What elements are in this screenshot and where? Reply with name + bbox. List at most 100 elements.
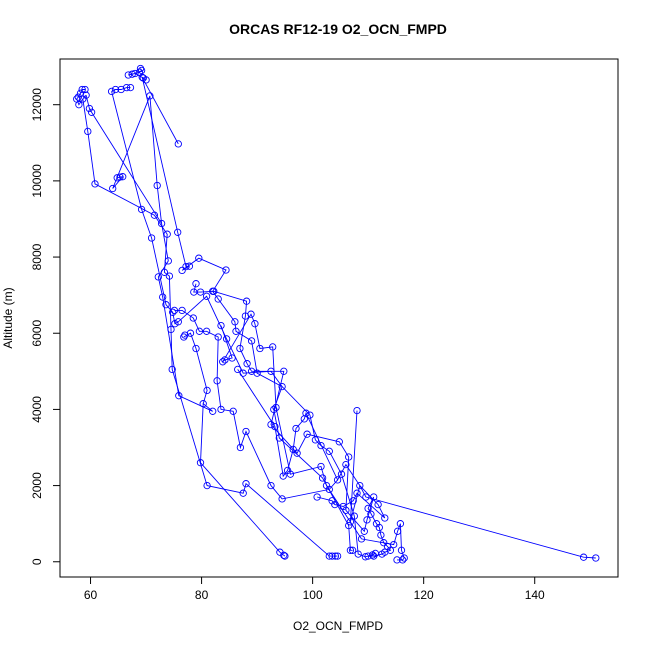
data-point <box>202 292 211 300</box>
data-point <box>339 502 347 511</box>
data-point <box>75 101 83 109</box>
data-point <box>375 523 383 532</box>
data-point <box>269 343 277 351</box>
data-point <box>367 510 375 518</box>
series-line <box>183 332 208 404</box>
data-point <box>362 493 370 501</box>
data-point <box>186 329 195 337</box>
data-point <box>222 335 231 343</box>
data-point <box>74 93 82 101</box>
data-point <box>169 308 177 316</box>
data-point <box>162 301 170 309</box>
x-tick-label: 140 <box>525 588 545 602</box>
data-point <box>381 514 389 522</box>
data-point <box>236 443 245 452</box>
series-line <box>85 95 286 557</box>
data-point <box>214 333 222 341</box>
data-point <box>267 420 275 429</box>
data-point <box>360 527 368 535</box>
y-axis: 0 2000 4000 6000 8000 10000 12000 <box>30 88 61 565</box>
x-axis-label: O2_OCN_FMPD <box>293 619 383 633</box>
data-point <box>292 424 300 433</box>
data-point <box>303 430 311 438</box>
data-point <box>119 173 127 181</box>
data-point <box>239 369 247 377</box>
data-point <box>111 85 120 94</box>
chart-title: ORCAS RF12-19 O2_OCN_FMPD <box>229 21 447 37</box>
data-point <box>364 552 372 560</box>
data-point <box>150 211 159 219</box>
y-tick-label: 8000 <box>30 243 44 270</box>
data-point <box>390 540 398 549</box>
data-point <box>349 497 357 505</box>
data-point <box>331 500 339 509</box>
data-point <box>251 320 259 328</box>
data-point <box>361 553 370 561</box>
data-point <box>142 76 150 84</box>
data-point <box>196 459 205 467</box>
data-point <box>350 512 358 520</box>
data-point <box>137 66 146 75</box>
data-point <box>247 310 255 318</box>
data-point <box>331 552 340 560</box>
data-point <box>317 462 325 471</box>
data-point <box>154 273 162 281</box>
data-point <box>328 497 336 505</box>
y-tick-label: 2000 <box>30 472 44 499</box>
x-tick-label: 80 <box>195 588 209 602</box>
data-point <box>243 360 251 368</box>
data-point <box>232 327 240 335</box>
data-point <box>377 531 385 539</box>
data-point <box>353 489 361 497</box>
data-point <box>311 436 320 444</box>
data-point <box>272 403 280 412</box>
data-point <box>209 287 217 295</box>
data-point <box>209 407 217 415</box>
data-point <box>231 318 239 326</box>
data-point <box>221 356 229 364</box>
data-point <box>239 489 247 497</box>
data-point <box>131 69 139 78</box>
data-point <box>164 257 172 265</box>
data-point <box>116 173 124 181</box>
data-point <box>202 327 211 335</box>
data-point <box>81 85 89 94</box>
data-point <box>234 365 242 374</box>
data-point <box>281 552 289 560</box>
data-point <box>253 369 261 377</box>
data-point <box>174 140 182 148</box>
y-tick-label: 4000 <box>30 396 44 423</box>
y-tick-label: 0 <box>30 558 44 565</box>
data-point <box>370 493 378 501</box>
data-point <box>178 266 186 275</box>
data-point <box>91 180 99 188</box>
data-point <box>335 438 343 446</box>
series-line <box>193 283 392 557</box>
data-point <box>126 83 135 92</box>
data-point <box>213 377 221 385</box>
series-line <box>82 98 338 557</box>
data-point <box>203 481 211 490</box>
data-point <box>396 520 405 528</box>
data-point <box>219 358 227 366</box>
data-point <box>289 445 297 454</box>
x-axis: 60 80 100 120 140 <box>84 576 545 602</box>
data-point <box>267 367 275 375</box>
x-tick-label: 120 <box>414 588 434 602</box>
series-line <box>349 410 596 559</box>
data-point <box>196 288 205 296</box>
x-tick-label: 60 <box>84 588 98 602</box>
series-line <box>174 309 338 500</box>
data-point <box>342 506 350 514</box>
data-point <box>337 470 346 478</box>
data-point <box>280 367 288 375</box>
data-point <box>174 228 182 236</box>
data-point <box>122 83 131 92</box>
data-point <box>217 405 225 414</box>
data-point <box>325 485 333 494</box>
data-point <box>380 539 388 547</box>
data-point <box>199 400 207 408</box>
data-point <box>163 230 171 238</box>
series-line <box>220 313 405 561</box>
data-point <box>78 85 86 94</box>
